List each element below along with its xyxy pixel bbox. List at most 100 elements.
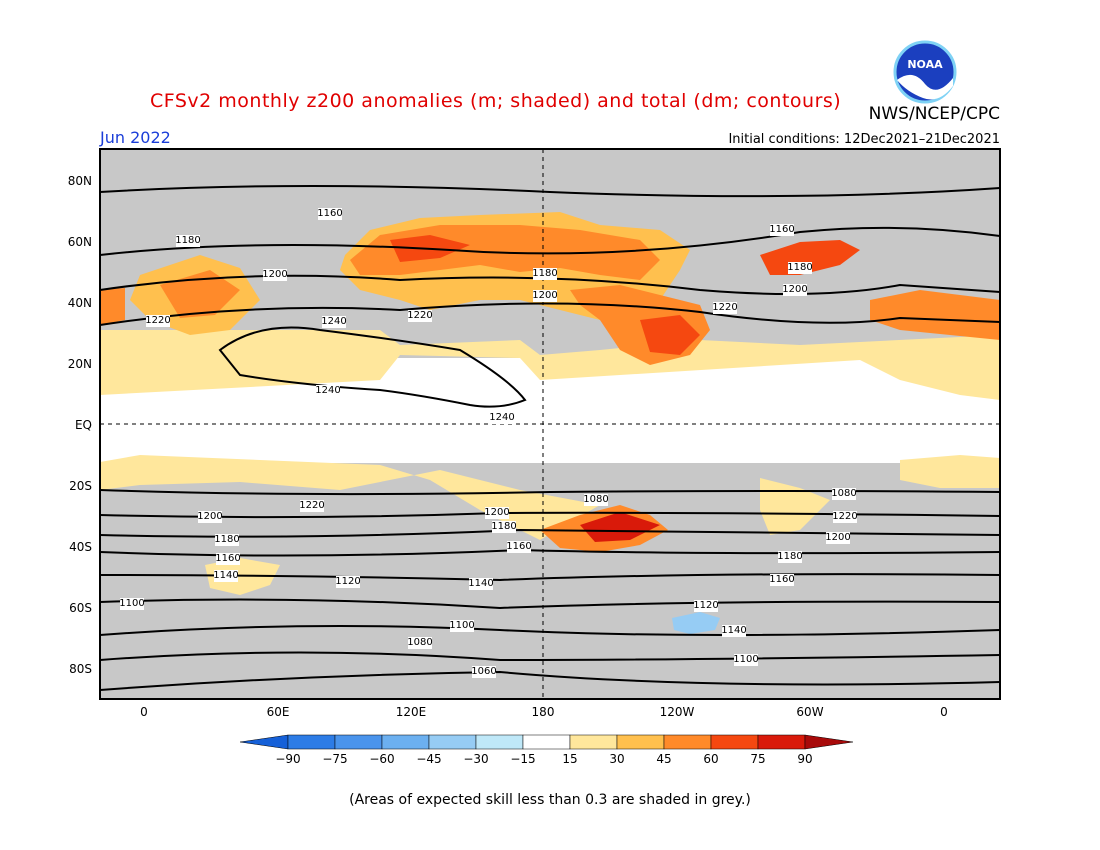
svg-text:1140: 1140 — [721, 625, 746, 636]
lon-label: 0 — [140, 705, 148, 719]
svg-text:1220: 1220 — [145, 315, 170, 326]
lat-label: EQ — [75, 418, 92, 432]
svg-text:1080: 1080 — [583, 494, 608, 505]
svg-text:1140: 1140 — [213, 570, 238, 581]
colorbar-tick-label: 45 — [656, 752, 671, 766]
svg-text:1180: 1180 — [532, 268, 557, 279]
anomaly-south-pacific-peak — [580, 512, 660, 542]
colorbar-segment — [381, 734, 430, 750]
lon-label: 120E — [396, 705, 427, 719]
contour-label: 1200 — [197, 511, 223, 523]
anomaly-west-edge — [100, 288, 125, 325]
colorbar-segment — [334, 734, 383, 750]
contour-label: 1120 — [693, 600, 719, 612]
svg-text:1200: 1200 — [197, 511, 222, 522]
svg-text:1200: 1200 — [532, 290, 557, 301]
contour-label: 1200 — [825, 532, 851, 544]
contour-label: 1160 — [769, 574, 795, 586]
contour-label: 1240 — [489, 412, 515, 424]
svg-text:1140: 1140 — [468, 578, 493, 589]
svg-text:1240: 1240 — [321, 316, 346, 327]
lon-label: 60W — [796, 705, 823, 719]
colorbar-left-arrow — [239, 734, 289, 750]
map-title: CFSv2 monthly z200 anomalies (m; shaded)… — [150, 90, 842, 112]
contour-label: 1200 — [782, 284, 808, 296]
colorbar-segment — [663, 734, 712, 750]
colorbar-segment — [428, 734, 477, 750]
initial-conditions-label: Initial conditions: 12Dec2021–21Dec2021 — [728, 132, 1000, 147]
anomaly-na-peak — [640, 315, 700, 355]
svg-text:1100: 1100 — [733, 654, 758, 665]
contour-label: 1240 — [315, 385, 341, 397]
contour-line — [99, 651, 1001, 662]
svg-text:1160: 1160 — [769, 224, 794, 235]
lon-label: 60E — [267, 705, 290, 719]
anomaly-patch-sa — [760, 478, 830, 535]
contour-line — [99, 625, 1001, 636]
contour-label: 1220 — [145, 315, 171, 327]
svg-text:1200: 1200 — [262, 269, 287, 280]
contour-label: 1200 — [484, 507, 510, 519]
anomaly-atlantic — [870, 290, 1000, 340]
anomaly-europe-core — [160, 270, 240, 318]
svg-text:1160: 1160 — [317, 208, 342, 219]
map-frame — [99, 148, 1001, 700]
lat-label: 20N — [68, 357, 92, 371]
svg-text:1160: 1160 — [215, 553, 240, 564]
svg-text:1180: 1180 — [787, 262, 812, 273]
svg-text:1220: 1220 — [832, 511, 857, 522]
colorbar-tick-label: −45 — [416, 752, 441, 766]
colorbar-tick-label: −60 — [369, 752, 394, 766]
svg-text:1120: 1120 — [335, 576, 360, 587]
svg-text:1160: 1160 — [769, 574, 794, 585]
contour-label: 1140 — [468, 578, 494, 590]
svg-text:1220: 1220 — [712, 302, 737, 313]
colorbar-tick-label: 15 — [562, 752, 577, 766]
agency-label: NWS/NCEP/CPC — [868, 104, 1000, 124]
colorbar-tick-label: −75 — [322, 752, 347, 766]
colorbar-tick-label: 60 — [703, 752, 718, 766]
latitude-axis: 80N 60N 40N 20N EQ 20S 40S 60S 80S — [68, 174, 92, 676]
contour-line — [99, 226, 1001, 256]
svg-text:NOAA: NOAA — [907, 58, 943, 71]
reference-lines — [100, 149, 1000, 699]
svg-text:1220: 1220 — [299, 500, 324, 511]
skill-footnote: (Areas of expected skill less than 0.3 a… — [349, 792, 751, 808]
contour-label: 1160 — [317, 208, 343, 220]
lat-label: 80N — [68, 174, 92, 188]
contour-line — [99, 185, 1001, 198]
colorbar-segment — [616, 734, 665, 750]
anomaly-negative-patch — [672, 612, 720, 634]
contour-label: 1160 — [215, 553, 241, 565]
svg-text:1220: 1220 — [407, 310, 432, 321]
svg-text:1180: 1180 — [777, 551, 802, 562]
contour-label: 1140 — [721, 625, 747, 637]
svg-text:1080: 1080 — [407, 637, 432, 648]
contour-label: 1120 — [335, 576, 361, 588]
contour-label: 1220 — [712, 302, 738, 314]
contour-label: 1160 — [506, 541, 532, 553]
svg-text:1180: 1180 — [175, 235, 200, 246]
longitude-axis: 0 60E 120E 180 120W 60W 0 — [140, 705, 948, 719]
svg-text:1100: 1100 — [119, 598, 144, 609]
lon-label: 0 — [940, 705, 948, 719]
colorbar: −90 −75 −60 −45 −30 −15 15 30 45 60 75 90 — [239, 734, 854, 766]
contour-label: 1080 — [831, 488, 857, 500]
lat-label: 40S — [69, 540, 92, 554]
colorbar-segment — [475, 734, 524, 750]
contour-label: 1180 — [491, 521, 517, 533]
contour-label: 1100 — [733, 654, 759, 666]
lon-label: 180 — [532, 705, 555, 719]
contour-line — [99, 598, 1001, 610]
colorbar-tick-label: −90 — [275, 752, 300, 766]
noaa-logo: NOAA — [893, 40, 957, 104]
contour-line — [218, 326, 527, 408]
lat-label: 80S — [69, 662, 92, 676]
colorbar-right-arrow — [804, 734, 854, 750]
svg-text:1200: 1200 — [825, 532, 850, 543]
contour-line — [99, 489, 1001, 496]
svg-text:1080: 1080 — [831, 488, 856, 499]
contour-label: 1220 — [299, 500, 325, 512]
svg-text:1100: 1100 — [449, 620, 474, 631]
